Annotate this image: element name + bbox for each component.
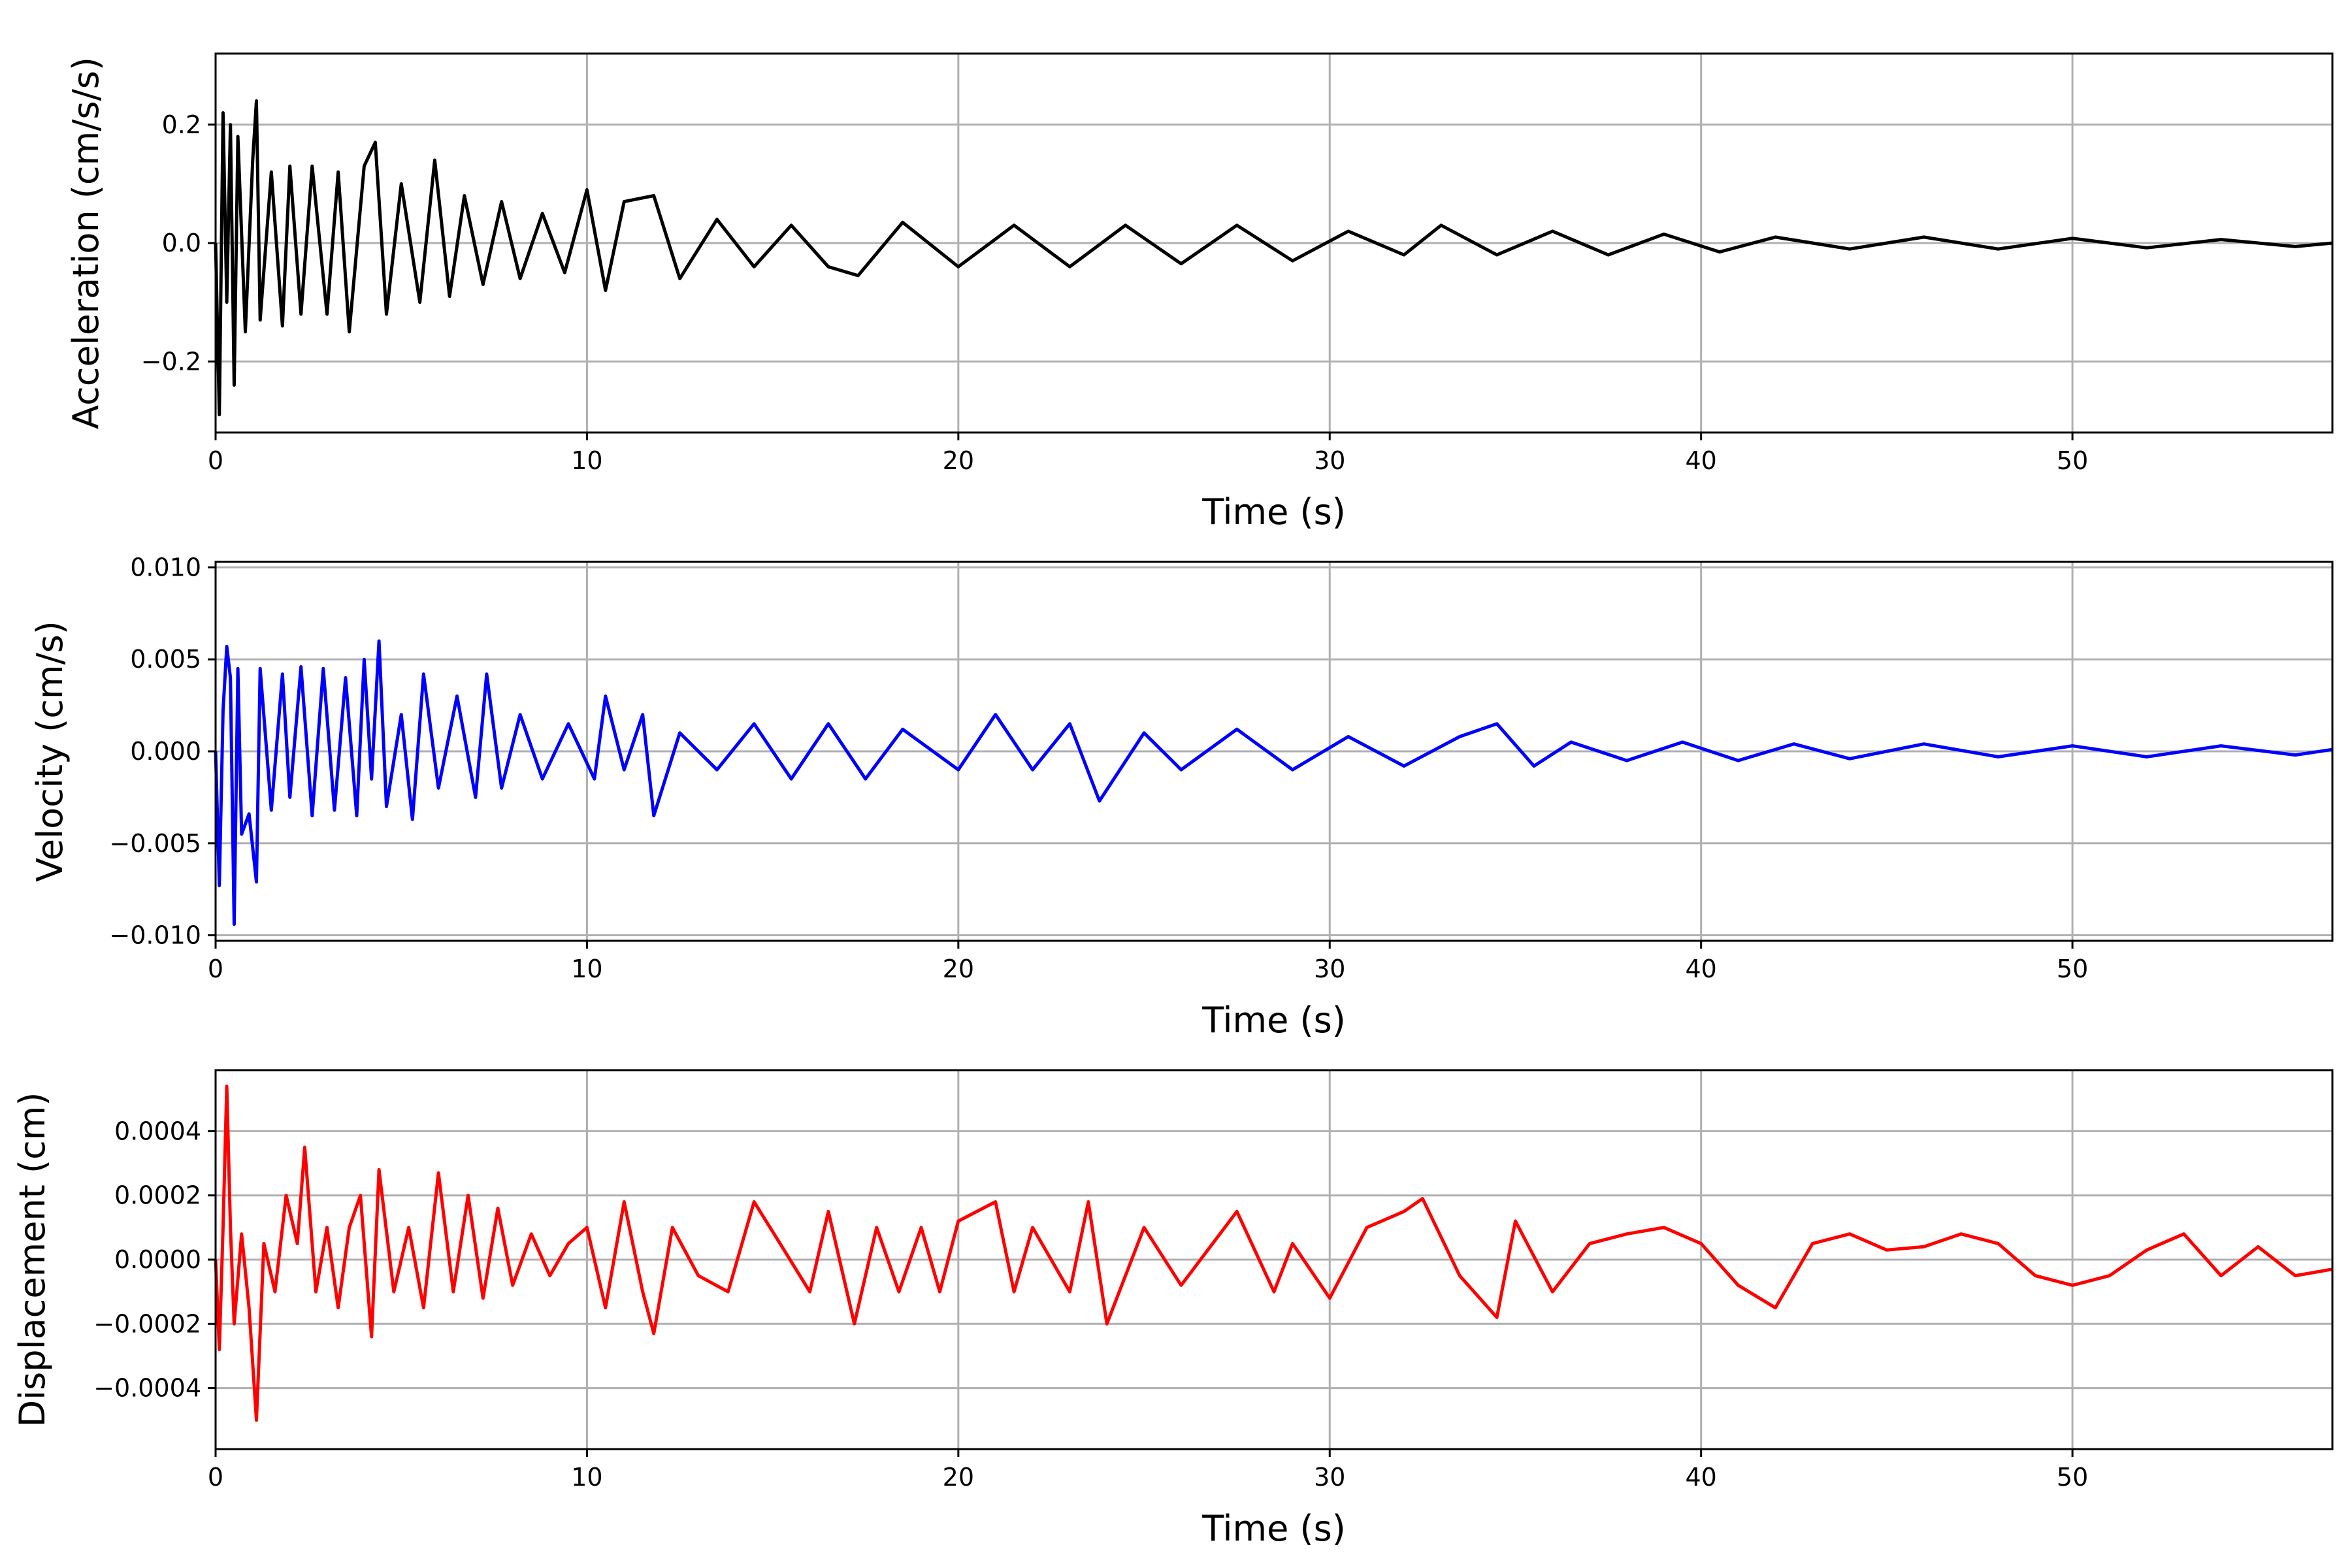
displacement-y-tick-label: −0.0002 bbox=[93, 1309, 201, 1338]
velocity-trace bbox=[214, 639, 2333, 926]
acceleration-x-axis-label: Time (s) bbox=[1201, 491, 1346, 532]
velocity-x-tick-label: 0 bbox=[208, 955, 223, 983]
displacement-x-axis-label: Time (s) bbox=[1201, 1508, 1346, 1549]
velocity-x-axis-label: Time (s) bbox=[1201, 1000, 1346, 1041]
displacement-trace bbox=[214, 1085, 2333, 1422]
velocity-y-tick-label: 0.005 bbox=[130, 645, 201, 674]
velocity-y-tick-label: −0.005 bbox=[109, 829, 201, 858]
velocity-x-tick-label: 50 bbox=[2057, 955, 2088, 983]
acceleration-y-tick-label: 0.0 bbox=[162, 229, 201, 257]
velocity-y-axis-label: Velocity (cm/s) bbox=[29, 621, 71, 882]
acceleration-x-tick-label: 50 bbox=[2057, 446, 2088, 475]
acceleration-y-tick-label: −0.2 bbox=[141, 347, 201, 376]
acceleration-x-tick-label: 0 bbox=[208, 446, 223, 475]
displacement-y-axis-label: Displacement (cm) bbox=[12, 1092, 53, 1428]
acceleration-x-tick-label: 30 bbox=[1314, 446, 1345, 475]
displacement-y-tick-label: −0.0004 bbox=[93, 1374, 201, 1403]
acceleration-y-tick-label: 0.2 bbox=[162, 110, 201, 139]
displacement-y-tick-label: 0.0000 bbox=[114, 1245, 201, 1274]
velocity-x-tick-label: 10 bbox=[571, 955, 602, 983]
displacement-x-tick-label: 10 bbox=[571, 1463, 602, 1492]
acceleration-panel: 0 10 20 30 40 50 −0.2 0.0 0.2 Time (s) Acceleratio… bbox=[65, 52, 2334, 532]
displacement-x-tick-label: 50 bbox=[2057, 1463, 2088, 1492]
displacement-x-tick-label: 0 bbox=[208, 1463, 223, 1492]
velocity-panel: 0 10 20 30 40 50 −0.010 −0.005 0.000 0.005 0.010 Ti… bbox=[29, 553, 2334, 1041]
velocity-y-tick-label: −0.010 bbox=[109, 921, 201, 950]
displacement-y-tick-label: 0.0002 bbox=[114, 1181, 201, 1210]
velocity-x-tick-label: 40 bbox=[1686, 955, 1717, 983]
displacement-panel: 0 10 20 30 40 50 −0.0004 −0.0002 0.0000 0.0002 0.0… bbox=[12, 1069, 2334, 1549]
velocity-x-tick-label: 30 bbox=[1314, 955, 1345, 983]
acceleration-trace bbox=[214, 99, 2333, 417]
displacement-x-tick-label: 20 bbox=[943, 1463, 974, 1492]
velocity-x-tick-label: 20 bbox=[943, 955, 974, 983]
acceleration-x-tick-label: 10 bbox=[571, 446, 602, 475]
acceleration-y-axis-label: Acceleration (cm/s/s) bbox=[65, 57, 106, 429]
acceleration-x-tick-label: 40 bbox=[1686, 446, 1717, 475]
displacement-x-tick-label: 30 bbox=[1314, 1463, 1345, 1492]
displacement-y-tick-label: 0.0004 bbox=[114, 1117, 201, 1145]
displacement-x-tick-label: 40 bbox=[1686, 1463, 1717, 1492]
acceleration-x-tick-label: 20 bbox=[943, 446, 974, 475]
velocity-y-tick-label: 0.010 bbox=[130, 553, 201, 581]
velocity-y-tick-label: 0.000 bbox=[130, 737, 201, 766]
